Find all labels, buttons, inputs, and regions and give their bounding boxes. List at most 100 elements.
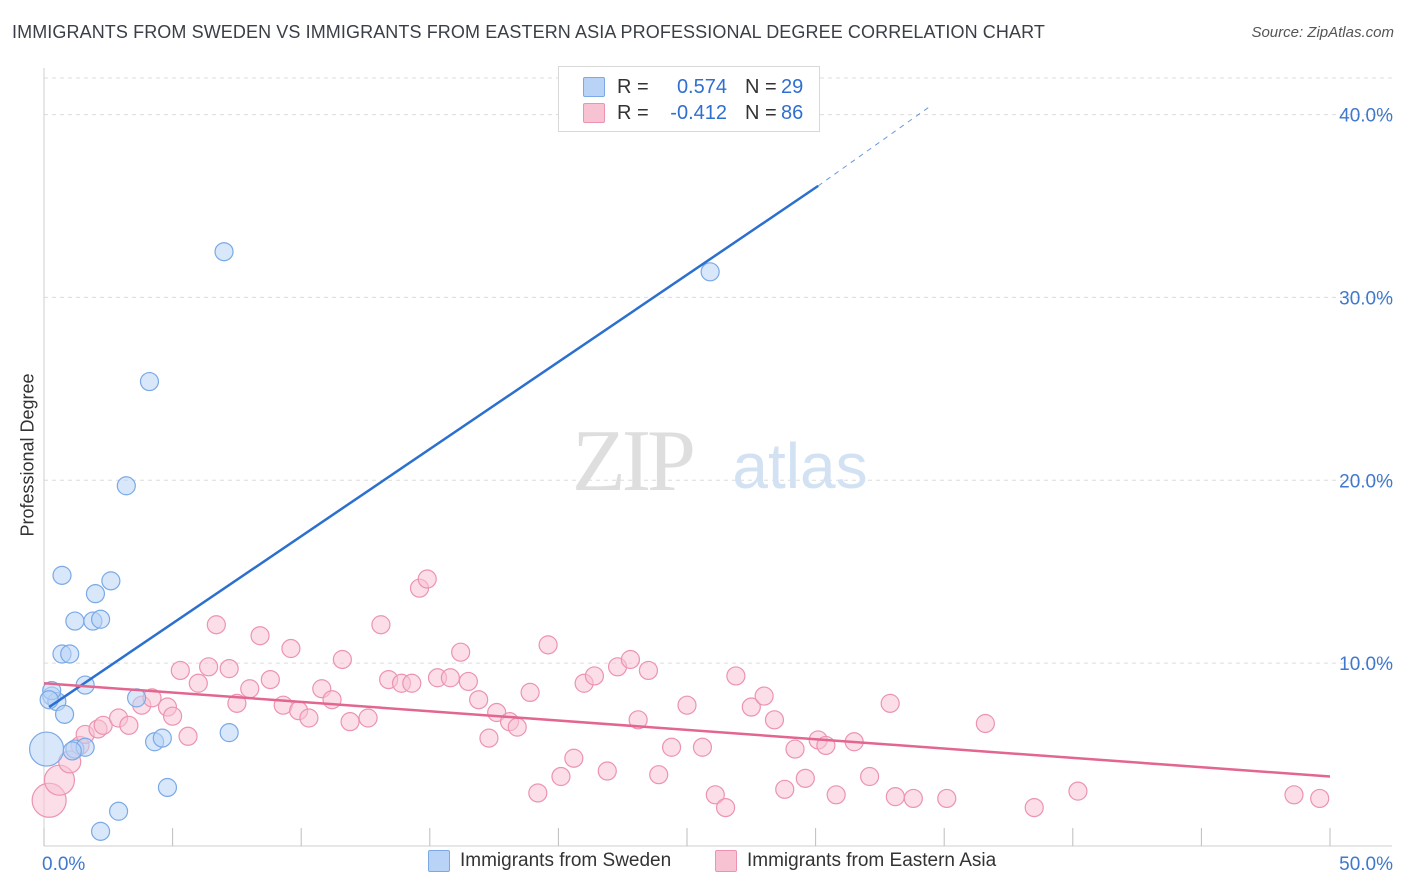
watermark: ZIP atlas (572, 413, 868, 510)
sweden-point (219, 723, 239, 743)
legend-n-label: N = (745, 101, 777, 124)
eastern-asia-point (649, 765, 669, 785)
eastern-asia-point (451, 642, 471, 662)
legend-r-value: -0.412 (670, 101, 727, 124)
legend-swatch-eastern-asia (583, 103, 605, 123)
eastern-asia-point (1024, 797, 1044, 818)
legend-r-label: R = (617, 101, 649, 124)
eastern-asia-point (440, 668, 460, 688)
sweden-point (52, 565, 72, 585)
bottom-legend-label-sweden: Immigrants from Sweden (460, 850, 672, 871)
eastern-asia-point (785, 739, 805, 759)
eastern-asia-point (227, 693, 247, 713)
eastern-asia-point (178, 726, 198, 746)
x-tick-label: 0.0% (42, 854, 85, 875)
sweden-point (116, 476, 136, 496)
eastern-asia-point (726, 666, 746, 686)
eastern-asia-point (903, 788, 923, 809)
eastern-asia-point (528, 783, 548, 803)
eastern-asia-point (340, 712, 360, 732)
eastern-asia-point (93, 715, 113, 735)
eastern-asia-point (584, 666, 605, 686)
eastern-asia-point (597, 761, 617, 781)
eastern-asia-point (1284, 785, 1304, 805)
legend-r-value: 0.574 (676, 75, 727, 98)
grid-lines (44, 77, 1392, 664)
sweden-point (60, 644, 80, 664)
eastern-asia-trendline (43, 682, 1331, 778)
sweden-point (214, 242, 234, 262)
trendlines (43, 106, 1331, 778)
eastern-asia-points (31, 569, 1330, 818)
tick-labels: 10.0% 20.0% 30.0% 40.0% 0.0% 50.0% (42, 106, 1393, 875)
eastern-asia-point (163, 706, 183, 726)
y-tick-label: 30.0% (1339, 288, 1393, 309)
eastern-asia-point (754, 686, 774, 706)
sweden-point (139, 371, 160, 392)
eastern-asia-point (551, 766, 571, 787)
sweden-point (62, 741, 82, 761)
sweden-point (28, 731, 65, 767)
eastern-asia-point (826, 785, 846, 805)
axes (43, 68, 1392, 847)
eastern-asia-point (677, 695, 697, 715)
sweden-point (90, 609, 111, 629)
eastern-asia-point (564, 748, 584, 768)
eastern-asia-point (880, 693, 900, 713)
eastern-asia-point (332, 649, 352, 670)
eastern-asia-point (775, 779, 795, 799)
eastern-asia-point (795, 768, 815, 788)
eastern-asia-point (937, 788, 957, 809)
eastern-asia-point (638, 660, 659, 681)
y-tick-label: 40.0% (1339, 106, 1393, 127)
sweden-point (90, 821, 111, 841)
eastern-asia-point (705, 785, 725, 805)
legend-n-value: 29 (781, 75, 804, 98)
eastern-asia-point (479, 728, 499, 748)
eastern-asia-point (538, 635, 558, 655)
eastern-asia-point (250, 626, 270, 646)
eastern-asia-point (975, 713, 995, 734)
eastern-asia-point (764, 710, 785, 730)
sweden-point (65, 611, 85, 631)
legend-row-eastern-asia: R = -0.412 N = 86 (559, 100, 803, 126)
eastern-asia-point (240, 679, 260, 699)
sweden-point (85, 584, 106, 604)
eastern-asia-point (628, 710, 648, 730)
legend-r-label: R = (617, 75, 649, 98)
legend-swatch-sweden (583, 77, 605, 97)
eastern-asia-point (692, 737, 713, 757)
sweden-point (54, 704, 75, 724)
source-label: Source: ZipAtlas.com (1251, 24, 1394, 41)
watermark-zip: ZIP (572, 413, 693, 510)
bottom-legend-sweden: Immigrants from Sweden (428, 850, 671, 872)
eastern-asia-point (219, 659, 239, 679)
eastern-asia-point (741, 697, 761, 717)
eastern-asia-point (199, 657, 219, 677)
sweden-points (28, 242, 720, 841)
sweden-trendline-extension (817, 106, 930, 187)
eastern-asia-point (458, 671, 478, 692)
chart-title: IMMIGRANTS FROM SWEDEN VS IMMIGRANTS FRO… (12, 22, 1045, 42)
eastern-asia-point (620, 649, 641, 670)
eastern-asia-point (661, 737, 682, 757)
eastern-asia-point (188, 673, 208, 693)
sweden-point (700, 262, 720, 282)
legend-row-sweden: R = 0.574 N = 29 (559, 74, 803, 100)
eastern-asia-point (1310, 788, 1330, 809)
sweden-point (101, 571, 121, 591)
bottom-legend-eastern-asia: Immigrants from Eastern Asia (715, 850, 996, 872)
y-tick-label: 10.0% (1339, 654, 1393, 675)
bottom-legend-swatch-sweden (428, 850, 450, 872)
eastern-asia-point (206, 615, 226, 635)
legend-n-label: N = (745, 75, 777, 98)
eastern-asia-point (1068, 781, 1088, 801)
eastern-asia-point (417, 569, 437, 589)
sweden-point (108, 801, 129, 821)
eastern-asia-point (281, 638, 301, 659)
y-axis-label: Professional Degree (17, 373, 38, 537)
eastern-asia-point (260, 669, 280, 690)
eastern-asia-point (715, 797, 736, 818)
eastern-asia-point (507, 717, 527, 737)
